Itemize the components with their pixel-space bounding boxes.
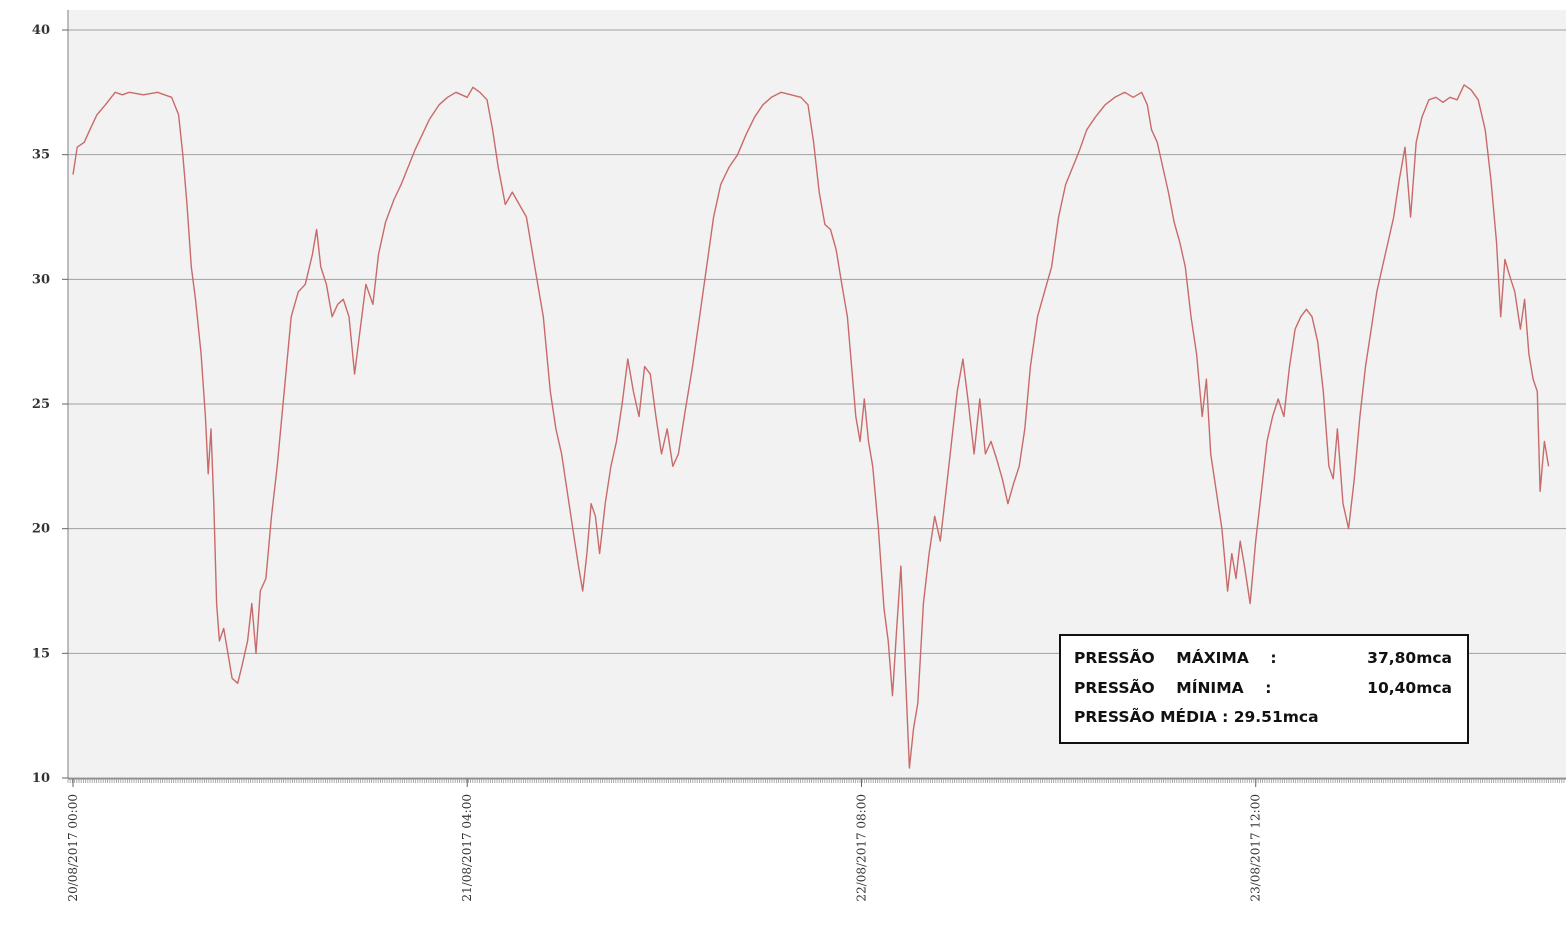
x-tick-label: 21/08/2017 04:00 [460, 794, 474, 902]
x-minor-ticks [67, 779, 1565, 783]
stats-max-label: PRESSÃO MÁXIMA : [1074, 648, 1277, 667]
y-tick-label: 35 [32, 148, 50, 163]
stats-min-label: PRESSÃO MÍNIMA : [1074, 678, 1271, 697]
grid-lines [68, 29, 1566, 779]
y-tick-label: 15 [32, 646, 50, 661]
stats-max-value: 37,80mca [1367, 649, 1452, 667]
stats-min-value: 10,40mca [1367, 679, 1452, 697]
y-tick-label: 10 [32, 771, 50, 786]
stats-avg-label: PRESSÃO MÉDIA : 29.51mca [1074, 707, 1319, 726]
x-axis-ticks: 20/08/2017 00:00 21/08/2017 04:00 22/08/20… [66, 779, 1263, 902]
series-layer [72, 84, 1550, 769]
y-tick-label: 20 [32, 522, 50, 537]
y-tick-label: 40 [32, 23, 50, 38]
y-tick-label: 25 [32, 397, 50, 412]
stats-box: PRESSÃO MÁXIMA : 37,80mca PRESSÃO MÍNIMA… [1059, 634, 1469, 744]
y-axis-ticks: 10 15 20 25 30 35 40 [32, 23, 68, 786]
axes [67, 10, 1566, 783]
y-tick-label: 30 [32, 272, 50, 287]
x-tick-label: 20/08/2017 00:00 [66, 794, 80, 902]
stats-box-border [1059, 634, 1469, 744]
x-tick-label: 23/08/2017 12:00 [1249, 794, 1263, 902]
x-tick-label: 22/08/2017 08:00 [854, 794, 868, 902]
series-line-0 [72, 84, 1550, 769]
